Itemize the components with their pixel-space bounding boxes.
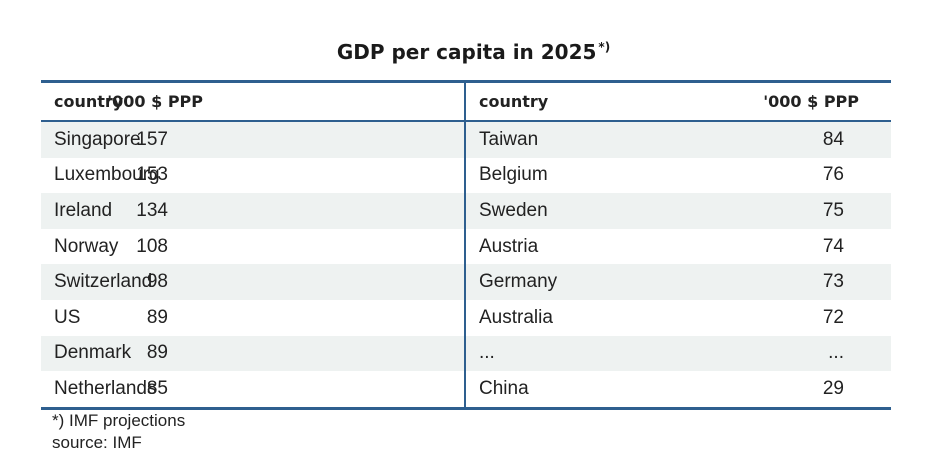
- value-cell: 108: [136, 235, 168, 257]
- value-cell: 76: [822, 164, 844, 186]
- table-row: Taiwan 84: [466, 122, 891, 158]
- value-cell: 85: [146, 377, 168, 399]
- country-cell: Taiwan: [479, 128, 539, 150]
- country-cell: ...: [479, 342, 495, 364]
- table-row: US 89: [41, 300, 464, 336]
- table-header-right: country '000 $ PPP: [466, 83, 891, 122]
- table-row: Singapore 157: [41, 122, 464, 158]
- source-note: source: IMF: [52, 433, 142, 452]
- table-header-left: country '000 $ PPP: [41, 83, 464, 122]
- value-cell: 84: [822, 128, 844, 150]
- table-row: Germany 73: [466, 264, 891, 300]
- table-row: Belgium 76: [466, 158, 891, 194]
- table-row: Switzerland 98: [41, 264, 464, 300]
- table-row: ......: [466, 335, 891, 372]
- table-row: China 29: [466, 371, 891, 407]
- value-cell: 74: [822, 235, 844, 257]
- table-row: Australia 72: [466, 300, 891, 336]
- title-footnote-mark: *): [598, 40, 611, 54]
- country-cell: Australia: [479, 306, 553, 328]
- table-row: Denmark 89: [41, 335, 464, 372]
- value-cell: 29: [822, 377, 844, 399]
- page-title: GDP per capita in 2025 *): [0, 40, 947, 64]
- value-cell: 73: [822, 271, 844, 293]
- table-row: Sweden 75: [466, 193, 891, 229]
- table-right-panel: country '000 $ PPP Taiwan 84 Belgium 76 Swed…: [466, 83, 891, 407]
- country-cell: China: [479, 377, 529, 399]
- country-cell: Luxembourg: [54, 164, 160, 186]
- country-cell: Ireland: [54, 199, 113, 221]
- title-text: GDP per capita in 2025: [336, 40, 597, 64]
- table-row: Luxembourg 153: [41, 158, 464, 194]
- country-cell: Denmark: [54, 342, 132, 364]
- value-cell: ...: [828, 342, 844, 364]
- table-notes: *) IMF projections source: IMF: [52, 410, 185, 454]
- header-value: '000 $ PPP: [763, 92, 859, 111]
- country-cell: Netherlands: [54, 377, 157, 399]
- value-cell: 98: [146, 271, 168, 293]
- table-left-panel: country '000 $ PPP Singapore 157 Luxembour…: [41, 83, 466, 407]
- country-cell: Austria: [479, 235, 539, 257]
- country-cell: US: [54, 306, 81, 328]
- value-cell: 134: [136, 199, 168, 221]
- value-cell: 153: [136, 164, 168, 186]
- header-country: country: [54, 92, 124, 111]
- header-country: country: [479, 92, 549, 111]
- value-cell: 157: [136, 128, 168, 150]
- table-row: Netherlands 85: [41, 371, 464, 407]
- country-cell: Belgium: [479, 164, 548, 186]
- header-value: '000 $ PPP: [107, 92, 203, 111]
- country-cell: Germany: [479, 271, 558, 293]
- value-cell: 89: [146, 306, 168, 328]
- country-cell: Sweden: [479, 199, 548, 221]
- value-cell: 75: [822, 199, 844, 221]
- table-row: Norway 108: [41, 229, 464, 265]
- country-cell: Singapore: [54, 128, 141, 150]
- gdp-table: country '000 $ PPP Singapore 157 Luxembour…: [41, 80, 891, 410]
- country-cell: Switzerland: [54, 271, 153, 293]
- table-row: Austria 74: [466, 229, 891, 265]
- footnote: *) IMF projections: [52, 411, 186, 430]
- country-cell: Norway: [54, 235, 119, 257]
- table-row: Ireland 134: [41, 193, 464, 229]
- value-cell: 89: [146, 342, 168, 364]
- value-cell: 72: [822, 306, 844, 328]
